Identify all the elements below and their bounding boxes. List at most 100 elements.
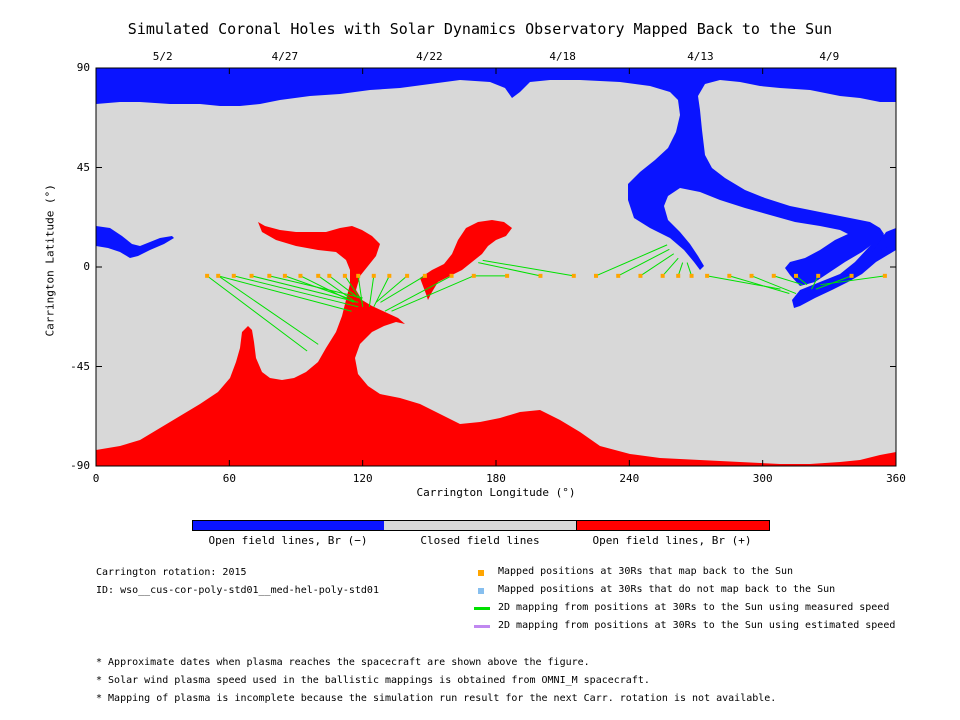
measured-mapping-line [482,259,574,277]
measured-mapping-line [391,275,474,312]
carrington-rotation: Carrington rotation: 2015 [96,567,247,578]
measured-mapping-line [729,275,790,295]
measured-mapping-line [344,275,364,303]
mapped-point [216,273,221,278]
colorbar-label-negative: Open field lines, Br (−) [208,534,368,547]
mapped-point [282,273,287,278]
x-tick-label: 120 [352,472,373,485]
legend-swatch-estimated [474,625,490,628]
mapped-point [267,273,272,278]
colorbar-label-closed: Closed field lines [420,534,540,547]
date-label: 4/9 [819,50,840,63]
x-tick-label: 240 [619,472,640,485]
legend-label-estimated: 2D mapping from positions at 30Rs to the… [498,620,896,631]
measured-mapping-line [478,262,541,277]
mapped-point [342,273,347,278]
measured-mapping-line [686,262,693,277]
footnote-incomplete: * Mapping of plasma is incomplete becaus… [96,693,777,704]
mapped-point [449,273,454,278]
date-label: 4/22 [416,50,443,63]
equatorial-negative-hole-left [96,226,174,258]
north-polar-coronal-hole [96,68,896,286]
mapped-point [298,273,303,278]
mapped-point [727,273,732,278]
x-tick-label: 0 [92,472,100,485]
mapped-point [505,273,510,278]
measured-mapping-line [773,275,803,286]
measured-mapping-line [640,253,675,277]
mapped-point [422,273,427,278]
equatorial-negative-hole-right-top [872,228,896,252]
mapping-lines [206,244,885,352]
measured-mapping-line [380,275,426,303]
measured-mapping-line [329,275,359,299]
chart-title: Simulated Coronal Holes with Solar Dynam… [127,20,833,38]
date-label: 4/18 [549,50,576,63]
mapped-point [616,273,621,278]
x-tick-label: 300 [752,472,773,485]
mapped-point [405,273,410,278]
legend-label-mapped: Mapped positions at 30Rs that map back t… [498,566,794,577]
south-polar-coronal-hole [96,222,896,466]
measured-mapping-line [317,275,357,303]
legend-swatch-unmapped [478,588,484,594]
measured-mapping-line [677,262,684,277]
mapped-point [471,273,476,278]
mapped-points [205,273,887,278]
mapped-point [356,273,361,278]
measured-mapping-line [595,244,668,277]
mapped-point [816,273,821,278]
measured-mapping-line [617,248,670,277]
x-tick-label: 180 [486,472,506,485]
mapped-point [705,273,710,278]
y-tick-label: -45 [70,359,90,373]
axis-ticks [95,67,897,467]
y-tick-label: 0 [83,260,90,273]
mapped-point [882,273,887,278]
date-label: 4/13 [687,50,714,63]
positive-hole-center [420,220,512,300]
measured-mapping-line [251,275,359,303]
measured-mapping-line [384,275,452,312]
mapped-point [676,273,681,278]
y-tick-label: -90 [70,459,90,472]
mapped-point [571,273,576,278]
mapped-point [594,273,598,278]
measured-mapping-line [368,275,375,307]
measured-mapping-line [206,275,308,352]
mapped-point [849,273,854,278]
mapped-point [638,273,643,278]
mapped-point [689,273,694,278]
colorbar-closed [384,520,576,531]
simulation-id: ID: wso__cus-cor-poly-std01__med-hel-pol… [96,585,379,596]
mapped-point [538,273,543,278]
measured-mapping-line [662,257,679,277]
colorbar-negative [192,520,386,531]
footnote-speed: * Solar wind plasma speed used in the ba… [96,675,650,686]
legend-label-measured: 2D mapping from positions at 30Rs to the… [498,602,890,613]
legend-swatch-mapped [478,570,484,576]
mapped-point [316,273,321,278]
footnote-dates: * Approximate dates when plasma reaches … [96,657,590,668]
mapped-point [771,273,776,278]
mapped-point [387,273,392,278]
measured-mapping-line [218,275,352,312]
y-axis-label: Carrington Latitude (°) [43,184,57,337]
mapped-point [231,273,236,278]
measured-mapping-line [217,275,319,345]
y-tick-label: 45 [76,160,90,174]
y-tick-label: 90 [76,61,90,74]
mapped-point [660,273,665,278]
mapped-point [794,273,798,278]
measured-mapping-line [751,275,797,294]
legend-label-unmapped: Mapped positions at 30Rs that do not map… [498,584,836,595]
x-tick-label: 60 [222,472,236,485]
measured-mapping-line [375,275,408,303]
mapped-point [327,273,332,278]
measured-mapping-line [820,275,885,286]
measured-mapping-line [357,275,364,307]
measured-mapping-line [300,275,355,303]
colorbar-label-positive: Open field lines, Br (+) [592,534,752,547]
measured-mapping-line [811,275,819,290]
